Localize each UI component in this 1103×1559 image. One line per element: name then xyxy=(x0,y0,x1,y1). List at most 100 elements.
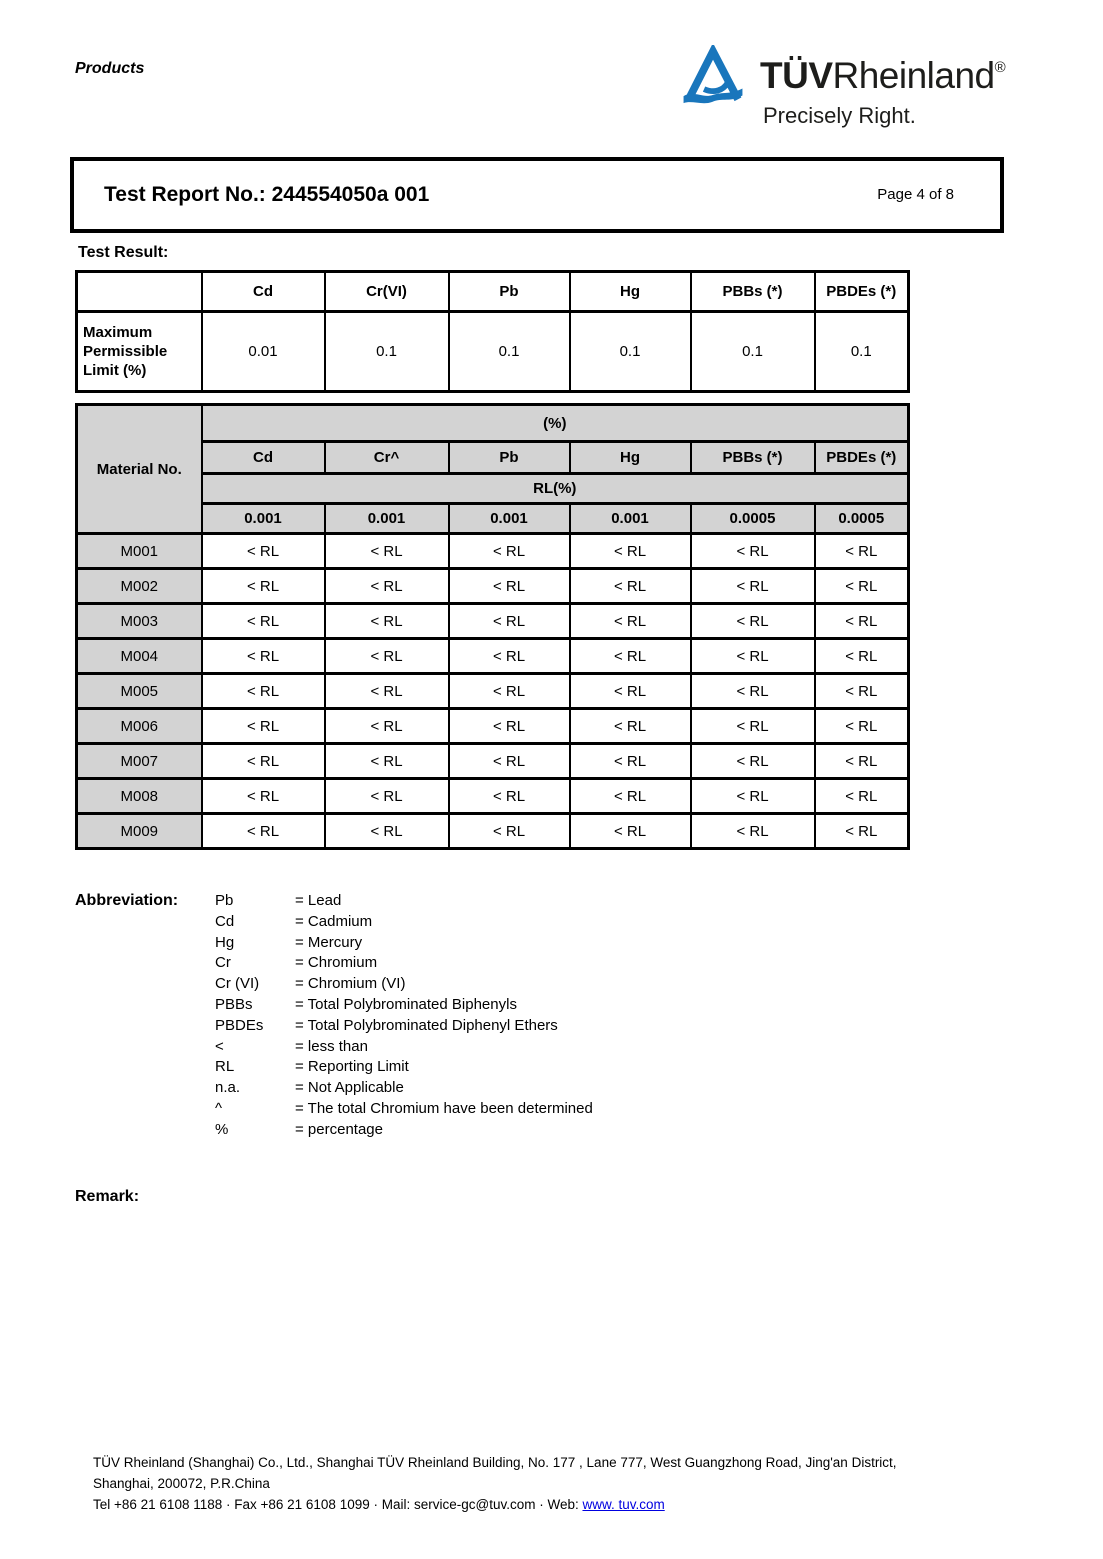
result-value-cell: < RL xyxy=(200,812,326,850)
brand-regular-text: Rheinland xyxy=(832,55,996,96)
result-value-cell: < RL xyxy=(568,812,692,850)
results-columns-row: Cd Cr^ Pb Hg PBBs (*) PBDEs (*) xyxy=(77,440,910,475)
result-value-cell: < RL xyxy=(813,672,910,710)
abbreviation-definition: = Total Polybrominated Biphenyls xyxy=(295,995,517,1013)
abbreviation-term: Cd xyxy=(215,912,235,930)
footer: TÜV Rheinland (Shanghai) Co., Ltd., Shan… xyxy=(93,1452,897,1515)
result-value-cell: < RL xyxy=(568,672,692,710)
result-value-cell: < RL xyxy=(323,812,450,850)
tuv-rheinland-wordmark: TÜVRheinland® xyxy=(760,55,1006,97)
material-no-cell: M008 xyxy=(75,777,203,815)
column-header: PBBs (*) xyxy=(689,270,816,313)
result-value-cell: < RL xyxy=(568,602,692,640)
abbreviation-row: PBDEs = Total Polybrominated Diphenyl Eth… xyxy=(215,1016,593,1037)
abbreviation-definition: = less than xyxy=(295,1037,368,1055)
result-value-cell: < RL xyxy=(323,567,450,605)
result-value-cell: < RL xyxy=(447,812,571,850)
abbreviation-row: n.a. = Not Applicable xyxy=(215,1078,593,1099)
brand-tagline: Precisely Right. xyxy=(763,103,916,128)
result-value-cell: < RL xyxy=(200,777,326,815)
abbreviation-row: % = percentage xyxy=(215,1120,593,1141)
result-value-cell: < RL xyxy=(323,707,450,745)
abbreviation-row: < = less than xyxy=(215,1037,593,1058)
footer-contact-line: Tel +86 21 6108 1188 · Fax +86 21 6108 1… xyxy=(93,1494,897,1515)
abbreviation-term: Cr (VI) xyxy=(215,975,260,993)
page-number: Page 4 of 8 xyxy=(877,186,954,203)
result-value-cell: < RL xyxy=(323,672,450,710)
result-value-cell: < RL xyxy=(813,637,910,675)
table-row: M002 < RL < RL < RL < RL < RL < RL xyxy=(75,567,910,605)
abbreviation-term: PBDEs xyxy=(215,1016,264,1034)
result-value-cell: < RL xyxy=(813,742,910,780)
result-value-cell: < RL xyxy=(689,637,816,675)
result-value-cell: < RL xyxy=(813,602,910,640)
report-header-box: Test Report No.: 244554050a 001 Page 4 o… xyxy=(70,157,1004,233)
result-value-cell: < RL xyxy=(689,777,816,815)
result-value-cell: < RL xyxy=(447,532,571,570)
result-value-cell: < RL xyxy=(200,672,326,710)
material-no-header: Material No. xyxy=(75,403,203,535)
abbreviation-definition: = Chromium (VI) xyxy=(295,975,406,993)
rl-value-cell: 0.001 xyxy=(200,502,326,535)
material-no-cell: M002 xyxy=(75,567,203,605)
result-value-cell: < RL xyxy=(689,742,816,780)
abbreviation-row: PBBs = Total Polybrominated Biphenyls xyxy=(215,995,593,1016)
footer-address-line1: TÜV Rheinland (Shanghai) Co., Ltd., Shan… xyxy=(93,1455,897,1470)
abbreviation-definition: = The total Chromium have been determine… xyxy=(295,1099,593,1117)
column-header: PBDEs (*) xyxy=(813,440,910,475)
abbreviation-definition: = Not Applicable xyxy=(295,1079,404,1097)
column-header: Cd xyxy=(200,440,326,475)
table-row: M005 < RL < RL < RL < RL < RL < RL xyxy=(75,672,910,710)
tuv-triangle-logo-icon xyxy=(683,45,743,104)
remark-label: Remark: xyxy=(75,1188,140,1205)
result-value-cell: < RL xyxy=(447,567,571,605)
rl-value-cell: 0.001 xyxy=(447,502,571,535)
rl-header: RL(%) xyxy=(200,472,910,505)
abbreviation-row: Hg = Mercury xyxy=(215,933,593,954)
limit-value-cell: 0.1 xyxy=(568,310,692,393)
material-no-cell: M001 xyxy=(75,532,203,570)
limit-value-cell: 0.01 xyxy=(200,310,326,393)
abbreviation-term: PBBs xyxy=(215,995,253,1013)
result-value-cell: < RL xyxy=(447,707,571,745)
result-value-cell: < RL xyxy=(447,777,571,815)
abbreviation-label: Abbreviation: xyxy=(75,892,179,909)
column-header: Pb xyxy=(447,270,571,313)
result-value-cell: < RL xyxy=(689,707,816,745)
rl-values-row: 0.001 0.001 0.001 0.001 0.0005 0.0005 xyxy=(77,502,910,535)
result-value-cell: < RL xyxy=(200,742,326,780)
percent-header-row: Material No. (%) xyxy=(75,403,910,535)
table-row: M009 < RL < RL < RL < RL < RL < RL xyxy=(75,812,910,850)
rl-header-row: RL(%) xyxy=(77,472,910,505)
result-value-cell: < RL xyxy=(200,567,326,605)
abbreviation-term: % xyxy=(215,1120,229,1138)
result-value-cell: < RL xyxy=(568,637,692,675)
limit-value-cell: 0.1 xyxy=(447,310,571,393)
material-no-cell: M006 xyxy=(75,707,203,745)
limits-value-row: Maximum Permissible Limit (%) 0.01 0.1 0… xyxy=(75,310,910,393)
column-header: Cr^ xyxy=(323,440,450,475)
limits-row-label: Maximum Permissible Limit (%) xyxy=(75,310,203,393)
result-value-cell: < RL xyxy=(323,602,450,640)
abbreviation-section: Abbreviation: Pb = Lead Cd = Cadmium Hg = Mer… xyxy=(75,891,593,1141)
products-label: Products xyxy=(75,60,145,77)
abbreviation-term: ^ xyxy=(215,1099,223,1117)
column-header: Cd xyxy=(200,270,326,313)
max-limit-table: Cd Cr(VI) Pb Hg PBBs (*) PBDEs (*) Maxim… xyxy=(75,270,910,393)
table-row: M007 < RL < RL < RL < RL < RL < RL xyxy=(75,742,910,780)
material-no-cell: M009 xyxy=(75,812,203,850)
tuv-website-link[interactable]: www. tuv.com xyxy=(582,1497,665,1512)
result-value-cell: < RL xyxy=(568,532,692,570)
results-table: Material No. (%) Cd Cr^ Pb Hg PBBs (*) P… xyxy=(75,403,911,850)
abbreviation-definition: = Lead xyxy=(295,892,342,909)
brand-bold-text: TÜV xyxy=(760,55,833,96)
result-value-cell: < RL xyxy=(200,532,326,570)
material-no-cell: M004 xyxy=(75,637,203,675)
result-value-cell: < RL xyxy=(323,532,450,570)
limit-value-cell: 0.1 xyxy=(689,310,816,393)
column-header: Cr(VI) xyxy=(323,270,450,313)
result-value-cell: < RL xyxy=(689,567,816,605)
abbreviation-term: RL xyxy=(215,1058,235,1076)
abbreviation-term: n.a. xyxy=(215,1079,241,1097)
limits-header-row: Cd Cr(VI) Pb Hg PBBs (*) PBDEs (*) xyxy=(75,270,910,313)
